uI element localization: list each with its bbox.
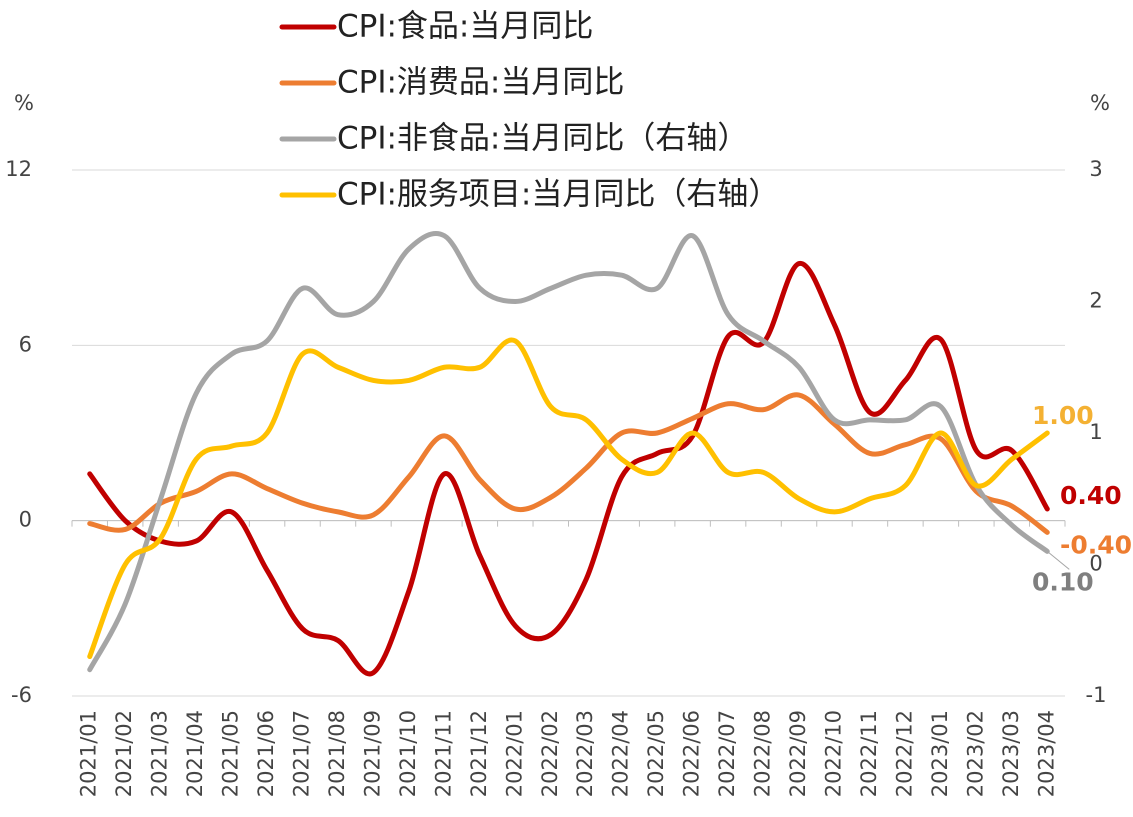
x-tick-label: 2021/02 <box>112 710 136 797</box>
y-tick-label: 6 <box>19 332 32 356</box>
x-tick-label: 2021/01 <box>77 710 101 797</box>
x-tick-label: 2022/02 <box>538 710 562 797</box>
x-tick-label: 2021/04 <box>183 710 207 797</box>
y2-tick-label: 3 <box>1089 157 1102 181</box>
x-tick-label: 2021/10 <box>396 710 420 797</box>
series-line <box>87 392 1050 535</box>
data-label: 0.10 <box>1032 567 1094 596</box>
y2-tick-label: 0 <box>1089 552 1102 576</box>
x-tick-label: 2023/03 <box>999 710 1023 797</box>
x-tick-label: 2022/07 <box>715 710 739 797</box>
x-tick-label: 2022/09 <box>786 710 810 797</box>
x-tick-label: 2021/06 <box>254 710 278 797</box>
x-tick-label: 2021/07 <box>290 710 314 797</box>
legend-label: CPI:消费品:当月同比 <box>337 65 624 101</box>
data-label: 1.00 <box>1032 401 1094 430</box>
x-tick-label: 2023/04 <box>1034 710 1058 797</box>
x-tick-label: 2022/06 <box>680 710 704 797</box>
x-tick-label: 2022/01 <box>502 710 526 797</box>
y-tick-label: 0 <box>19 508 32 532</box>
series-line <box>87 261 1050 677</box>
legend-label: CPI:食品:当月同比 <box>337 9 593 45</box>
x-tick-label: 2022/11 <box>857 710 881 797</box>
x-tick-label: 2023/01 <box>928 710 952 797</box>
x-tick-label: 2022/12 <box>892 710 916 797</box>
y-axis-label: % <box>14 91 34 115</box>
y2-tick-label: 1 <box>1089 420 1102 444</box>
legend-label: CPI:服务项目:当月同比（右轴） <box>337 177 779 213</box>
series-line <box>87 231 1050 673</box>
leader-line <box>1046 550 1070 570</box>
series-line <box>87 337 1050 660</box>
legend-label: CPI:非食品:当月同比（右轴） <box>337 121 748 157</box>
y2-axis-label: % <box>1090 91 1110 115</box>
x-tick-label: 2021/12 <box>467 710 491 797</box>
x-tick-label: 2022/05 <box>644 710 668 797</box>
x-tick-label: 2021/03 <box>148 710 172 797</box>
x-tick-label: 2022/08 <box>751 710 775 797</box>
y2-tick-label: -1 <box>1086 683 1107 707</box>
y2-tick-label: 2 <box>1089 289 1102 313</box>
x-tick-label: 2021/05 <box>219 710 243 797</box>
x-tick-label: 2021/09 <box>360 710 384 797</box>
x-tick-label: 2022/03 <box>573 710 597 797</box>
data-label: 0.40 <box>1060 481 1122 510</box>
y-tick-label: 12 <box>5 157 32 181</box>
y-tick-label: -6 <box>11 683 32 707</box>
x-tick-label: 2021/11 <box>431 710 455 797</box>
data-label: -0.40 <box>1060 530 1132 559</box>
x-tick-label: 2022/04 <box>609 710 633 797</box>
x-tick-label: 2023/02 <box>963 710 987 797</box>
x-tick-label: 2022/10 <box>821 710 845 797</box>
x-tick-label: 2021/08 <box>325 710 349 797</box>
